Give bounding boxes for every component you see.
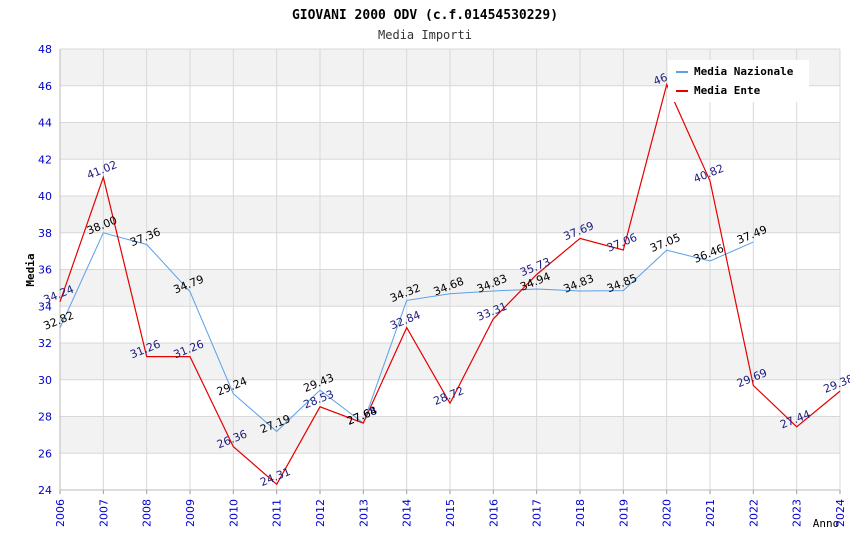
- chart-title: GIOVANI 2000 ODV (c.f.01454530229): [292, 8, 558, 23]
- x-tick-label: 2013: [357, 499, 370, 527]
- axes: 24 26 28 30 32 34 36 38 40 42 44 46 48 2006 2007 2008 20…: [38, 43, 847, 527]
- x-tick-label: 2023: [791, 499, 804, 527]
- y-tick-label: 46: [38, 80, 52, 93]
- legend-label: Media Nazionale: [694, 65, 794, 78]
- y-tick-label: 28: [38, 411, 52, 424]
- y-tick-label: 34: [38, 300, 52, 313]
- x-tick-label: 2007: [97, 499, 110, 527]
- legend-label: Media Ente: [694, 84, 761, 97]
- x-tick-label: 2022: [747, 499, 760, 527]
- x-tick-label: 2020: [661, 499, 674, 527]
- y-tick-label: 42: [38, 153, 52, 166]
- chart-subtitle: Media Importi: [378, 28, 472, 42]
- y-tick-label: 30: [38, 374, 52, 387]
- chart-legend: Media Nazionale Media Ente: [668, 60, 809, 102]
- y-tick-label: 32: [38, 337, 52, 350]
- ente-data-label: 37.06: [605, 231, 639, 255]
- y-tick-label: 36: [38, 264, 52, 277]
- x-tick-label: 2012: [314, 499, 327, 527]
- x-tick-label: 2019: [617, 499, 630, 527]
- nazionale-data-label: 36.46: [692, 242, 726, 266]
- ente-data-label: 28.72: [432, 384, 466, 408]
- ente-data-label: 40.82: [692, 162, 726, 186]
- y-tick-label: 40: [38, 190, 52, 203]
- x-tick-label: 2018: [574, 499, 587, 527]
- x-tick-label: 2024: [834, 499, 847, 527]
- x-axis-label: Anno: [813, 517, 840, 530]
- y-tick-label: 38: [38, 227, 52, 240]
- x-tick-label: 2016: [487, 499, 500, 527]
- x-tick-label: 2021: [704, 499, 717, 527]
- grid-lines: [59, 48, 841, 491]
- x-tick-label: 2010: [227, 499, 240, 527]
- series-lines: [59, 82, 841, 486]
- x-tick-label: 2006: [54, 499, 67, 527]
- x-tick-label: 2008: [141, 499, 154, 527]
- series-line-media-nazionale: [59, 232, 754, 433]
- ente-data-label: 32.84: [388, 308, 422, 332]
- x-tick-label: 2017: [531, 499, 544, 527]
- ente-data-label: 24.31: [258, 465, 292, 489]
- y-tick-label: 44: [38, 117, 52, 130]
- ente-data-label: 41.02: [85, 158, 119, 182]
- x-tick-label: 2011: [271, 499, 284, 527]
- legend-box: [668, 60, 809, 102]
- y-tick-label: 24: [38, 484, 52, 497]
- series-line-media-ente: [59, 82, 841, 486]
- y-tick-label: 26: [38, 447, 52, 460]
- y-axis-label: Media: [24, 253, 37, 286]
- x-tick-label: 2014: [401, 499, 414, 527]
- y-tick-label: 48: [38, 43, 52, 56]
- x-tick-label: 2015: [444, 499, 457, 527]
- x-tick-label: 2009: [184, 499, 197, 527]
